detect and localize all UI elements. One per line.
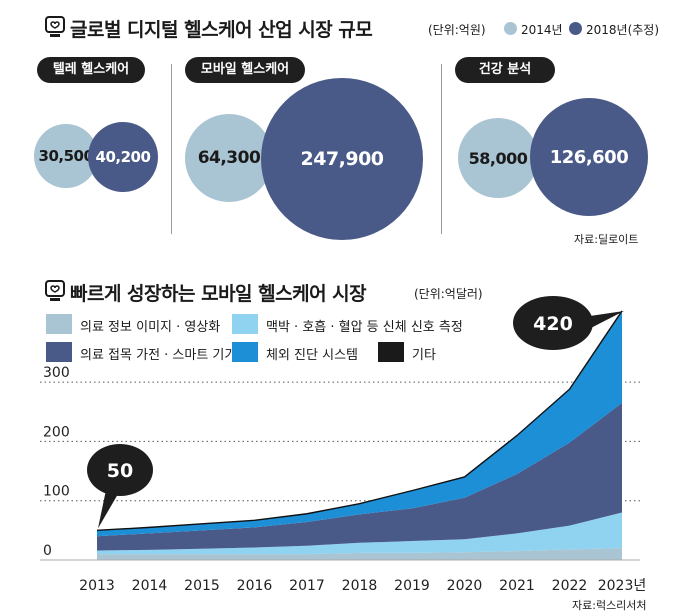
legend-swatch-other (378, 342, 404, 362)
legend-swatch-vitals (232, 314, 258, 334)
area-series-0 (97, 548, 622, 560)
y-tick-label: 300 (43, 365, 70, 381)
x-tick-label: 2016 (237, 578, 273, 594)
x-tick-label: 2020 (447, 578, 483, 594)
top-source: 자료:딜로이트 (574, 233, 639, 246)
legend-dot-2018 (569, 22, 582, 35)
legend-label-2018: 2018년(추정) (586, 23, 660, 37)
legend-label-imaging: 의료 정보 이미지 · 영상화 (80, 320, 221, 335)
callout-label-2013: 50 (107, 460, 133, 482)
x-tick-label: 2013 (79, 578, 115, 594)
bubble-tele-2014: 30,500 (34, 124, 98, 188)
x-tick-label: 2023년 (598, 578, 647, 594)
legend-label-other: 기타 (412, 348, 436, 363)
heart-monitor-icon (45, 280, 65, 301)
bottom-source: 자료:럭스리서처 (572, 599, 647, 612)
x-tick-label: 2017 (289, 578, 325, 594)
y-tick-label: 100 (43, 484, 70, 500)
bubble-analytics-2014: 58,000 (458, 118, 538, 198)
callout-label-2023: 420 (533, 313, 573, 335)
callout-tail-2013 (98, 490, 118, 529)
top-heading: 글로벌 디지털 헬스케어 산업 시장 규모 (단위:억원) 2014년 2018… (44, 14, 674, 44)
x-tick-label: 2019 (394, 578, 430, 594)
callout-bubble-2013 (87, 444, 153, 496)
group-divider-2 (441, 64, 442, 234)
heart-monitor-icon (45, 16, 65, 37)
y-tick-label: 200 (43, 424, 70, 440)
group-label-tele: 텔레 헬스케어 (37, 57, 145, 83)
top-title: 글로벌 디지털 헬스케어 산업 시장 규모 (70, 19, 373, 41)
legend-dot-2014 (504, 22, 517, 35)
callout-bubble-2023 (513, 296, 593, 350)
bottom-heading: 빠르게 성장하는 모바일 헬스케어 시장 (단위:억달러) (44, 278, 664, 306)
bubble-tele-2018: 40,200 (88, 122, 158, 192)
x-tick-label: 2014 (132, 578, 168, 594)
x-tick-label: 2015 (184, 578, 220, 594)
area-series-3 (97, 310, 622, 537)
group-divider-1 (171, 64, 172, 234)
legend-label-ivd: 체외 진단 시스템 (266, 348, 358, 363)
area-series-1 (97, 512, 622, 555)
bubble-mobile-2014: 64,300 (185, 114, 273, 202)
group-label-mobile: 모바일 헬스케어 (185, 57, 305, 83)
x-tick-label: 2022 (552, 578, 588, 594)
legend-swatch-ivd (232, 342, 258, 362)
area-series-2 (97, 402, 622, 551)
bubble-analytics-2018: 126,600 (530, 98, 648, 216)
x-tick-label: 2018 (342, 578, 378, 594)
callout-tail-2023 (583, 310, 624, 331)
bubble-mobile-2018: 247,900 (261, 78, 423, 240)
legend-label-2014: 2014년 (521, 23, 563, 37)
x-tick-label: 2021 (499, 578, 535, 594)
bottom-unit: (단위:억달러) (414, 287, 483, 301)
legend-swatch-devices (46, 342, 72, 362)
bottom-title: 빠르게 성장하는 모바일 헬스케어 시장 (70, 283, 367, 305)
total-line (96, 310, 623, 532)
legend-label-devices: 의료 접목 가전 · 스마트 기기 (80, 348, 237, 363)
legend-label-vitals: 맥박 · 호흡 · 혈압 등 신체 신호 측정 (266, 320, 463, 335)
group-label-analytics: 건강 분석 (455, 57, 555, 83)
y-tick-label: 0 (43, 543, 52, 559)
legend-swatch-imaging (46, 314, 72, 334)
top-unit: (단위:억원) (428, 23, 486, 37)
